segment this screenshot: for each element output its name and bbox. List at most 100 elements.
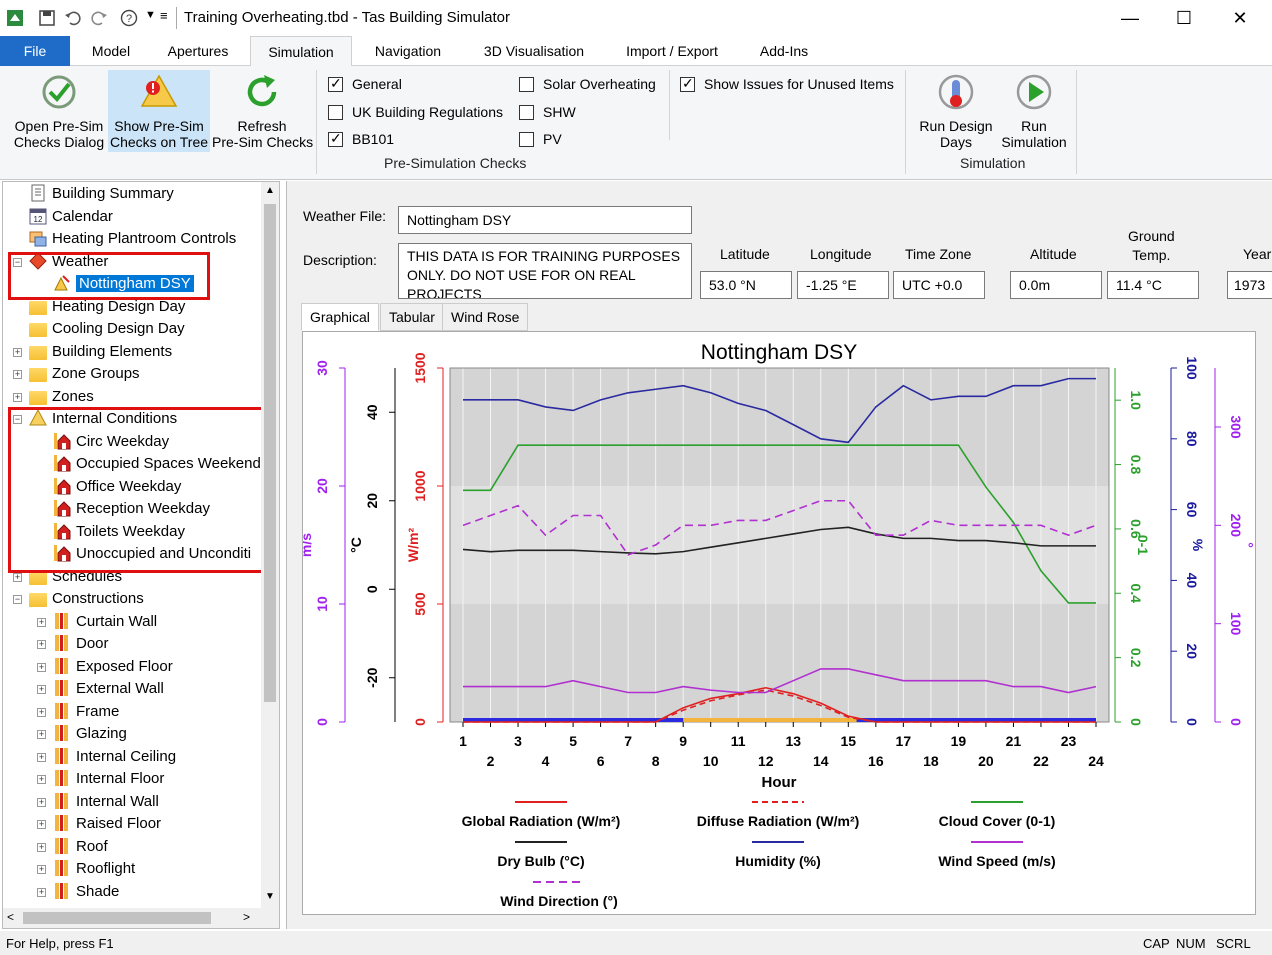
tab-add-ins[interactable]: Add-Ins xyxy=(759,43,809,59)
hscroll-thumb[interactable] xyxy=(23,912,211,924)
tab-import-export[interactable]: Import / Export xyxy=(626,43,718,59)
expand-icon[interactable]: + xyxy=(37,819,46,829)
tree-item-rooflight[interactable]: Rooflight xyxy=(53,858,135,880)
check-solar-overheating[interactable]: Solar Overheating xyxy=(519,76,656,92)
expand-icon[interactable]: + xyxy=(37,796,46,807)
checkbox-shw[interactable] xyxy=(519,104,534,120)
expand-icon[interactable]: + xyxy=(37,684,46,694)
check-uk-building-regs[interactable]: UK Building Regulations xyxy=(328,104,503,120)
tree-item-door[interactable]: Door xyxy=(53,633,109,655)
tree-horizontal-scrollbar[interactable]: < > xyxy=(3,908,279,928)
expand-icon[interactable]: + xyxy=(37,864,46,874)
year-field[interactable]: 1973 xyxy=(1227,271,1272,299)
checkbox-general[interactable] xyxy=(328,75,343,92)
run-design-days-button[interactable]: Run Design Days xyxy=(914,70,998,152)
tree-item-zone-groups[interactable]: Zone Groups xyxy=(29,363,140,385)
scroll-left-icon[interactable]: < xyxy=(7,910,15,924)
expand-icon[interactable]: + xyxy=(13,369,22,379)
expand-icon[interactable]: + xyxy=(13,346,22,357)
redo-icon[interactable] xyxy=(90,9,108,27)
scroll-thumb[interactable] xyxy=(264,204,276,702)
expand-icon[interactable]: + xyxy=(37,841,46,852)
tree-item-unoccupied-and-unconditi[interactable]: Unoccupied and Unconditi xyxy=(53,543,251,565)
tree-item-internal-ceiling[interactable]: Internal Ceiling xyxy=(53,746,176,768)
tree-item-building-elements[interactable]: Building Elements xyxy=(29,341,172,363)
tab-graphical[interactable]: Graphical xyxy=(301,303,379,331)
run-simulation-button[interactable]: Run Simulation xyxy=(998,70,1070,152)
tree-item-roof[interactable]: Roof xyxy=(53,836,108,858)
weather-file-field[interactable]: Nottingham DSY xyxy=(398,206,692,234)
expand-icon[interactable]: + xyxy=(37,729,46,739)
tree-item-internal-floor[interactable]: Internal Floor xyxy=(53,768,164,790)
help-icon[interactable]: ? xyxy=(120,9,138,27)
close-button[interactable]: ✕ xyxy=(1232,7,1248,28)
scroll-right-icon[interactable]: > xyxy=(243,910,251,924)
scroll-up-icon[interactable]: ▲ xyxy=(265,185,275,196)
tab-wind-rose[interactable]: Wind Rose xyxy=(442,303,529,331)
tree-item-office-weekday[interactable]: Office Weekday xyxy=(53,476,181,498)
tree-item-zones[interactable]: Zones xyxy=(29,386,94,408)
tree-item-weather[interactable]: Weather xyxy=(29,251,108,273)
collapse-icon[interactable]: − xyxy=(13,594,22,604)
show-presim-checks-button[interactable]: Show Pre-Sim Checks on Tree xyxy=(108,70,210,152)
expand-icon[interactable]: + xyxy=(37,886,46,897)
open-presim-checks-button[interactable]: Open Pre-Sim Checks Dialog xyxy=(10,70,108,152)
tree-item-toilets-weekday[interactable]: Toilets Weekday xyxy=(53,521,185,543)
collapse-icon[interactable]: − xyxy=(13,414,22,424)
checkbox-bb101[interactable] xyxy=(328,130,343,147)
tree-item-reception-weekday[interactable]: Reception Weekday xyxy=(53,498,210,520)
check-shw[interactable]: SHW xyxy=(519,104,576,120)
tree-item-external-wall[interactable]: External Wall xyxy=(53,678,164,700)
expand-icon[interactable]: + xyxy=(37,639,46,649)
tab-navigation[interactable]: Navigation xyxy=(374,43,442,59)
check-bb101[interactable]: BB101 xyxy=(328,130,394,147)
checkbox-show-unused[interactable] xyxy=(680,75,695,92)
description-field[interactable]: THIS DATA IS FOR TRAINING PURPOSES ONLY.… xyxy=(398,243,692,299)
tree-item-raised-floor[interactable]: Raised Floor xyxy=(53,813,161,835)
tree-item-frame[interactable]: Frame xyxy=(53,701,119,723)
expand-icon[interactable]: + xyxy=(37,751,46,762)
ground-temp-field[interactable]: 11.4 °C xyxy=(1107,271,1199,299)
tree-item-internal-conditions[interactable]: Internal Conditions xyxy=(29,408,177,430)
tree-item-shade[interactable]: Shade xyxy=(53,881,119,903)
expand-icon[interactable]: + xyxy=(13,391,22,402)
tree-item-curtain-wall[interactable]: Curtain Wall xyxy=(53,611,157,633)
tree-item-circ-weekday[interactable]: Circ Weekday xyxy=(53,431,169,453)
expand-icon[interactable]: + xyxy=(37,616,46,627)
tree-item-building-summary[interactable]: Building Summary xyxy=(29,183,174,205)
check-general[interactable]: General xyxy=(328,75,402,92)
tree-vertical-scrollbar[interactable]: ▲ ▼ xyxy=(261,182,279,908)
scroll-down-icon[interactable]: ▼ xyxy=(265,891,275,902)
refresh-presim-button[interactable]: Refresh Pre-Sim Checks xyxy=(212,70,313,152)
tab-apertures[interactable]: Apertures xyxy=(167,43,229,59)
tree-item-heating-plantroom-controls[interactable]: Heating Plantroom Controls xyxy=(29,228,236,250)
save-icon[interactable] xyxy=(38,9,56,27)
tab-file[interactable]: File xyxy=(0,36,70,66)
check-pv[interactable]: PV xyxy=(519,131,562,147)
collapse-icon[interactable]: − xyxy=(13,256,22,267)
tree-item-internal-wall[interactable]: Internal Wall xyxy=(53,791,159,813)
tree-item-occupied-spaces-weekend[interactable]: Occupied Spaces Weekend xyxy=(53,453,261,475)
expand-icon[interactable]: + xyxy=(37,661,46,672)
checkbox-solar-overheating[interactable] xyxy=(519,76,534,92)
latitude-field[interactable]: 53.0 °N xyxy=(700,271,792,299)
undo-icon[interactable] xyxy=(64,9,82,27)
maximize-button[interactable]: ☐ xyxy=(1175,7,1193,28)
tree-item-cooling-design-day[interactable]: Cooling Design Day xyxy=(29,318,185,340)
tree-item-calendar[interactable]: 12 Calendar xyxy=(29,206,113,228)
tree-item-nottingham-dsy[interactable]: Nottingham DSY xyxy=(53,273,194,295)
tree-item-glazing[interactable]: Glazing xyxy=(53,723,127,745)
tab-tabular[interactable]: Tabular xyxy=(380,303,444,331)
tab-model[interactable]: Model xyxy=(91,43,131,59)
timezone-field[interactable]: UTC +0.0 xyxy=(893,271,985,299)
tree-item-heating-design-day[interactable]: Heating Design Day xyxy=(29,296,185,318)
minimize-button[interactable]: — xyxy=(1121,7,1139,28)
tree-item-constructions[interactable]: Constructions xyxy=(29,588,144,610)
longitude-field[interactable]: -1.25 °E xyxy=(797,271,889,299)
checkbox-uk-building-regs[interactable] xyxy=(328,104,343,120)
tab-3d-visualisation[interactable]: 3D Visualisation xyxy=(483,43,585,59)
expand-icon[interactable]: + xyxy=(37,706,46,717)
tab-simulation[interactable]: Simulation xyxy=(250,36,352,67)
customize-qat-icon[interactable]: ≡ xyxy=(160,8,168,23)
expand-icon[interactable]: + xyxy=(13,571,22,582)
